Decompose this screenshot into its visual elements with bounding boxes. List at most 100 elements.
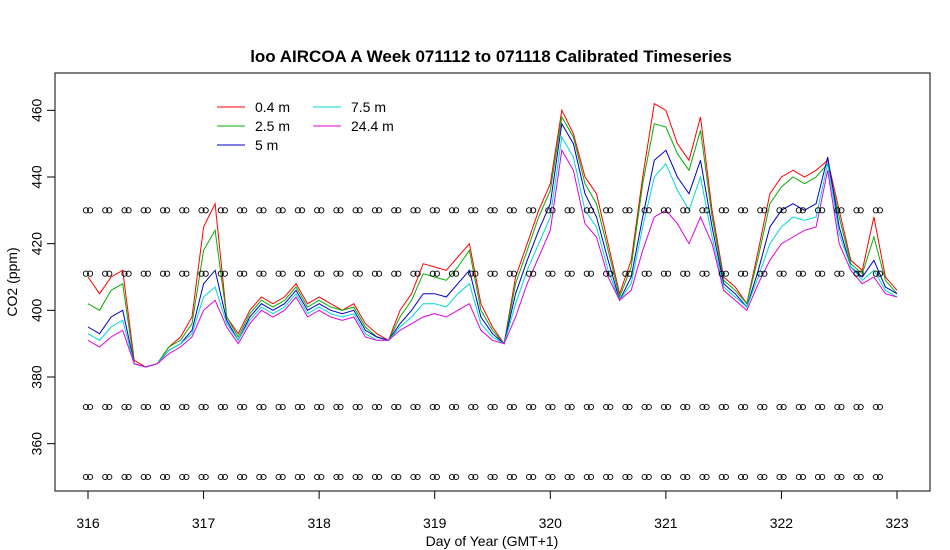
marker-point (241, 473, 248, 481)
marker-point (564, 207, 571, 214)
y-tick-label: 360 (29, 432, 45, 456)
marker-point (298, 207, 306, 214)
marker-point (275, 473, 282, 481)
marker-point (198, 403, 205, 411)
marker-point (665, 473, 672, 481)
marker-point (757, 473, 764, 481)
marker-point (337, 207, 344, 214)
marker-point (102, 270, 109, 277)
marker-point (352, 270, 359, 277)
marker-point (260, 270, 267, 277)
marker-point (352, 473, 359, 481)
marker-point (371, 403, 378, 411)
series-line-1 (87, 115, 898, 368)
marker-point (429, 207, 436, 214)
marker-point (236, 270, 244, 277)
marker-point (737, 207, 745, 214)
marker-point (414, 207, 421, 214)
marker-point (722, 403, 729, 411)
marker-point (680, 207, 687, 214)
marker-point (795, 207, 802, 214)
marker-point (275, 403, 282, 411)
marker-point (318, 270, 325, 277)
marker-point (568, 403, 575, 411)
marker-point (371, 473, 378, 481)
marker-point (506, 207, 513, 214)
marker-point (684, 403, 691, 411)
marker-point (776, 270, 783, 277)
marker-point (799, 270, 806, 277)
marker-point (164, 403, 171, 411)
marker-point (853, 207, 860, 214)
marker-point (742, 270, 749, 277)
marker-point (279, 270, 286, 277)
marker-point (429, 473, 436, 481)
marker-point (703, 270, 710, 277)
marker-point (834, 270, 841, 277)
marker-point (472, 403, 479, 411)
marker-point (102, 207, 109, 214)
marker-point (876, 270, 884, 277)
marker-point (545, 403, 552, 411)
marker-point (275, 270, 282, 277)
legend-label: 2.5 m (255, 118, 290, 134)
marker-point (144, 473, 151, 481)
marker-point (395, 207, 402, 214)
marker-point (568, 207, 575, 214)
marker-point (391, 473, 398, 481)
marker-point (164, 207, 171, 214)
marker-point (217, 270, 224, 277)
marker-point (491, 403, 498, 411)
marker-point (876, 403, 884, 411)
marker-point (872, 473, 879, 481)
marker-point (318, 403, 325, 411)
marker-point (236, 207, 244, 214)
marker-point (607, 207, 614, 214)
marker-point (453, 207, 460, 214)
marker-point (853, 403, 860, 411)
marker-point (318, 207, 325, 214)
marker-point (121, 270, 128, 277)
marker-point (236, 473, 244, 481)
marker-point (391, 270, 398, 277)
marker-point (487, 270, 494, 277)
marker-point (626, 403, 633, 411)
marker-point (468, 403, 475, 411)
marker-point (371, 207, 378, 214)
marker-point (221, 270, 228, 277)
marker-point (376, 207, 383, 214)
marker-point (718, 207, 725, 214)
marker-point (410, 207, 417, 214)
marker-point (241, 403, 248, 411)
marker-point (660, 403, 667, 411)
marker-point (448, 403, 456, 411)
marker-point (179, 207, 186, 214)
y-axis: 360 380 400 420 440 460 (29, 98, 56, 456)
marker-point (429, 270, 436, 277)
marker-point (718, 473, 725, 481)
marker-point (776, 207, 783, 214)
marker-point (183, 403, 190, 411)
marker-point (414, 270, 421, 277)
marker-point (780, 473, 787, 481)
marker-point (876, 207, 884, 214)
marker-point (144, 403, 151, 411)
marker-point (626, 207, 633, 214)
marker-point (645, 270, 652, 277)
marker-point (780, 207, 787, 214)
marker-point (82, 473, 89, 481)
marker-point (834, 473, 841, 481)
y-tick-label: 380 (29, 365, 45, 389)
marker-point (159, 473, 167, 481)
marker-point (564, 473, 571, 481)
marker-point (179, 403, 186, 411)
marker-point (159, 403, 167, 411)
marker-point (221, 403, 228, 411)
marker-point (776, 473, 783, 481)
chart-title: loo AIRCOA A Week 071112 to 071118 Calib… (250, 47, 732, 66)
marker-point (102, 473, 109, 481)
marker-point (144, 207, 151, 214)
marker-point (87, 403, 94, 411)
marker-point (217, 403, 224, 411)
marker-point (453, 403, 460, 411)
